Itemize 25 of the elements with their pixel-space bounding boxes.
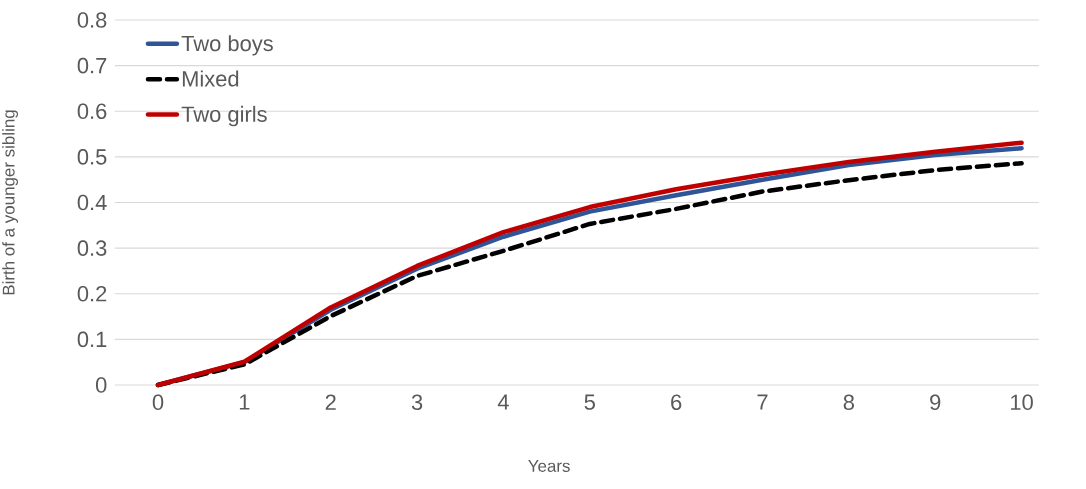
x-tick-label: 0 [152,394,164,411]
x-tick-label: 8 [843,394,854,411]
x-tick-label: 5 [584,394,595,410]
y-tick-label: 0.3 [77,240,107,256]
x-tick-label: 6 [671,394,682,411]
legend-label: Mixed [182,70,239,87]
x-tick-label: 4 [497,394,509,410]
x-tick-label: 10 [1011,394,1033,411]
y-tick-label: 0.7 [77,57,107,74]
x-tick-label: 9 [930,394,941,411]
x-tick-label: 2 [325,394,336,410]
x-tick-label: 1 [239,394,250,410]
y-tick-label: 0.8 [77,12,107,28]
x-tick-label: 7 [757,394,768,410]
y-tick-label: 0.5 [77,149,107,165]
x-tick-label: 3 [411,394,423,411]
y-tick-label: 0.1 [77,331,107,348]
y-axis-title: Birth of a younger sibling [2,110,18,295]
y-tick-label: 0.4 [77,194,107,211]
legend-label: Two boys [181,35,273,56]
y-tick-label: 0.6 [77,103,107,120]
legend-label: Two girls [181,105,267,127]
x-axis-title: Years [528,460,570,472]
y-tick-label: 0 [95,377,107,393]
y-tick-label: 0.2 [77,285,107,302]
